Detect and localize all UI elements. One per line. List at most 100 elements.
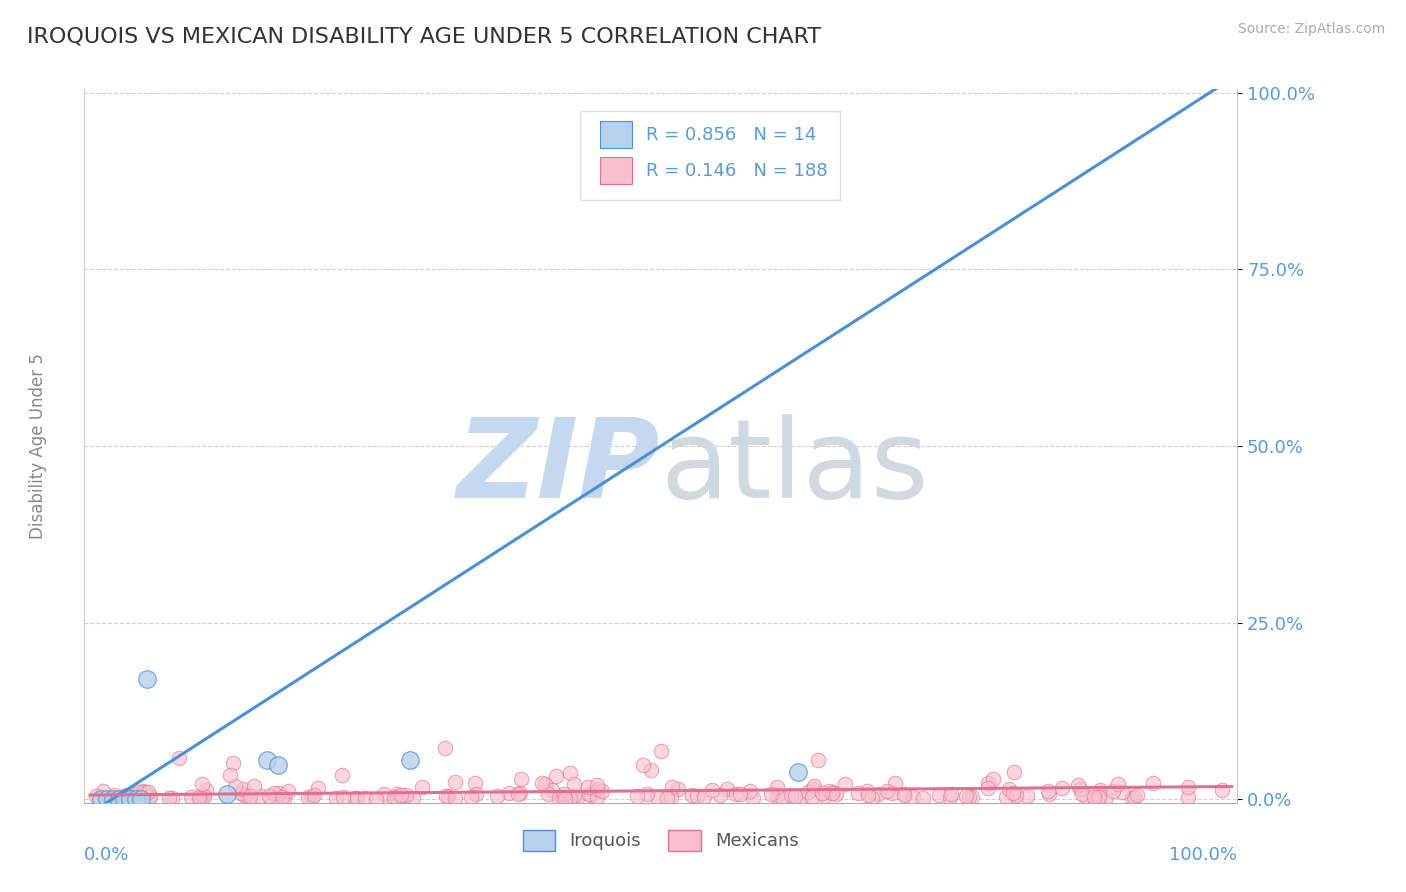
Point [193, 789, 215, 804]
Point [1005, 789, 1028, 803]
Point [219, 768, 242, 782]
Point [157, 791, 180, 805]
Point [957, 789, 980, 804]
Point [740, 784, 762, 798]
Point [955, 789, 977, 803]
Point [537, 787, 560, 801]
Point [134, 785, 156, 799]
Point [191, 791, 214, 805]
Point [858, 789, 880, 803]
Point [759, 787, 782, 801]
Point [433, 741, 456, 756]
Point [981, 772, 1004, 787]
Point [118, 789, 141, 804]
Text: R = 0.146   N = 188: R = 0.146 N = 188 [645, 161, 828, 179]
Point [565, 791, 588, 805]
Point [553, 787, 575, 801]
Point [700, 782, 723, 797]
Point [402, 791, 425, 805]
Point [579, 789, 602, 803]
Point [444, 790, 467, 805]
Point [264, 791, 287, 805]
Text: ZIP: ZIP [457, 414, 661, 521]
Point [139, 789, 162, 803]
Point [661, 780, 683, 794]
Point [1102, 784, 1125, 798]
Point [364, 791, 387, 805]
Point [112, 792, 135, 806]
Point [1050, 780, 1073, 795]
Point [868, 787, 890, 801]
Point [901, 790, 924, 805]
Text: R = 0.856   N = 14: R = 0.856 N = 14 [645, 126, 817, 144]
Point [1095, 789, 1118, 804]
Point [354, 791, 377, 805]
Legend: Iroquois, Mexicans: Iroquois, Mexicans [516, 822, 806, 858]
Point [273, 791, 295, 805]
Point [821, 786, 844, 800]
Point [1177, 780, 1199, 795]
Point [558, 765, 581, 780]
Point [558, 790, 581, 805]
Point [813, 789, 835, 804]
Point [136, 672, 159, 686]
Point [939, 787, 962, 801]
Point [235, 789, 257, 803]
Point [103, 788, 125, 802]
Point [229, 786, 252, 800]
Point [465, 787, 488, 801]
Point [785, 789, 807, 803]
Point [1123, 789, 1146, 804]
Point [1126, 789, 1149, 803]
Point [136, 785, 159, 799]
Point [498, 786, 520, 800]
Point [263, 786, 285, 800]
Point [834, 777, 856, 791]
Point [460, 790, 482, 805]
Point [724, 788, 747, 802]
Point [686, 789, 709, 804]
Point [551, 790, 574, 805]
Point [882, 786, 904, 800]
Point [325, 791, 347, 805]
Point [269, 787, 291, 801]
Point [1088, 783, 1111, 797]
Point [770, 790, 793, 805]
Point [786, 765, 808, 780]
Point [811, 786, 834, 800]
Point [91, 784, 114, 798]
Point [640, 763, 662, 777]
Point [297, 789, 319, 804]
Point [190, 777, 212, 791]
Point [780, 789, 803, 803]
Point [709, 788, 731, 802]
Point [346, 791, 368, 805]
Point [534, 777, 557, 791]
Point [180, 790, 202, 805]
Point [1036, 783, 1059, 797]
Point [1142, 776, 1164, 790]
Point [1002, 765, 1025, 780]
Point [118, 792, 141, 806]
Point [398, 753, 420, 767]
Point [650, 744, 672, 758]
Point [801, 782, 824, 797]
Point [938, 790, 960, 805]
Point [544, 769, 567, 783]
Point [222, 756, 245, 770]
Text: 0.0%: 0.0% [84, 846, 129, 863]
Point [411, 780, 433, 795]
Point [101, 791, 124, 805]
Point [134, 787, 156, 801]
Text: atlas: atlas [661, 414, 929, 521]
FancyBboxPatch shape [581, 111, 839, 200]
Point [115, 788, 138, 802]
Point [636, 788, 658, 802]
Point [129, 790, 152, 805]
Point [588, 782, 610, 797]
Point [344, 791, 367, 805]
Point [84, 789, 107, 804]
Point [243, 779, 266, 793]
Point [506, 787, 529, 801]
Point [645, 790, 668, 805]
